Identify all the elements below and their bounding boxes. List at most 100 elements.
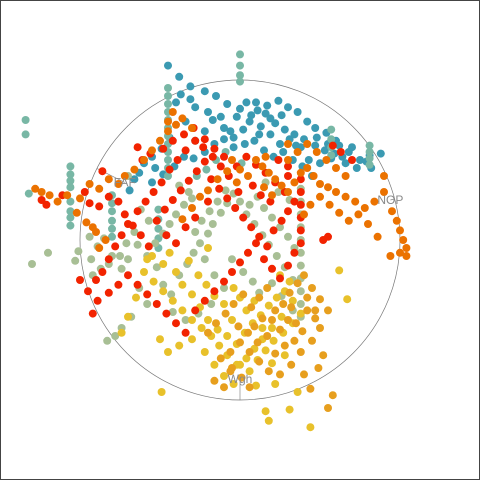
data-point [108,224,116,233]
data-point [252,156,260,164]
data-point [216,112,225,121]
data-point [287,360,296,369]
data-point [236,71,244,80]
data-point [140,156,148,164]
data-point [98,167,107,176]
data-point [196,239,204,248]
data-point [213,197,222,206]
data-point [130,165,139,174]
data-point [122,239,131,248]
data-point [188,290,196,299]
data-point [213,175,222,184]
data-point [164,156,172,164]
data-point [74,247,83,256]
data-point [354,210,363,219]
data-point [268,213,276,222]
data-point [66,207,75,216]
data-point [71,256,80,265]
data-point [322,156,331,164]
data-point [266,130,275,139]
data-point [85,199,94,208]
data-point [124,255,132,264]
data-point [111,332,120,340]
data-point [276,325,284,334]
data-point [120,210,129,219]
data-point [180,130,188,139]
data-point [165,165,174,174]
data-point [274,96,283,105]
data-point [271,306,280,315]
data-point [186,95,195,104]
data-point [293,148,302,156]
data-point [164,348,172,356]
data-point [388,207,396,216]
data-point [191,103,200,112]
data-point [181,316,190,324]
data-point [191,136,200,145]
data-point [191,306,200,315]
data-point [261,407,270,416]
data-point [336,148,345,156]
data-point [365,148,374,156]
data-point [268,264,276,273]
data-point [386,252,395,260]
data-point [236,338,244,347]
data-point [271,349,280,358]
data-point [229,143,238,152]
data-point [124,220,132,228]
data-point [66,197,75,206]
data-point [152,263,161,272]
data-point [239,290,248,299]
data-point [164,100,172,108]
data-point [148,146,156,155]
data-point [188,204,196,212]
data-point [114,180,123,188]
data-point [104,255,113,264]
data-point [256,191,265,200]
data-point [232,178,241,187]
data-point [172,268,180,276]
data-point [272,293,281,302]
data-point [200,348,209,356]
data-point [207,175,216,184]
data-point [274,188,283,196]
data-point [269,336,278,345]
data-point [194,271,203,280]
data-point [164,172,172,180]
data-point [244,328,252,337]
data-point [178,114,187,123]
data-point [181,146,190,155]
data-point [236,61,244,70]
data-point [328,391,337,400]
data-point [80,188,89,196]
data-point [66,176,75,185]
data-point [200,87,209,96]
data-point [178,280,187,289]
data-point [316,192,324,201]
data-point [335,208,344,217]
data-point [276,140,284,148]
data-point [229,133,238,142]
data-point [250,322,259,331]
data-point [325,200,334,209]
series-6 [31,108,411,260]
data-point [274,156,283,164]
data-point [290,178,299,187]
data-point [352,164,361,172]
data-point [154,205,163,214]
data-point [181,223,190,232]
data-point [300,210,308,219]
data-point [245,383,254,392]
data-point [228,255,236,264]
data-point [236,197,244,206]
data-point [284,140,292,148]
data-point [207,300,216,308]
data-point [335,266,344,275]
data-point [188,335,196,344]
data-point [296,226,305,235]
data-point [306,423,315,432]
data-point [380,172,388,180]
data-point [159,260,168,268]
data-point [244,172,252,180]
data-point [37,196,46,204]
